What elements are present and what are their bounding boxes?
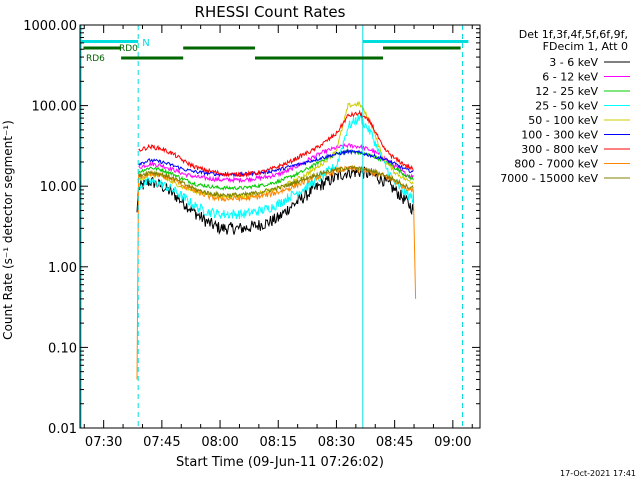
footer-timestamp: 17-Oct-2021 17:41 — [560, 469, 636, 478]
x-tick-label: 08:15 — [260, 435, 297, 450]
state-bar-rd0-0 — [83, 46, 122, 50]
y-tick-label: 0.01 — [48, 422, 77, 437]
state-bar-rd6-0 — [121, 56, 184, 60]
legend-entry-label: 50 - 100 keV — [528, 114, 598, 127]
state-bar-rd0-1 — [183, 46, 255, 50]
y-tick-label: 10.00 — [40, 180, 77, 195]
state-bar-rd6-1 — [254, 56, 384, 60]
series-line-7 — [136, 164, 417, 380]
x-tick-label: 07:45 — [143, 435, 180, 450]
plot-area: N RD0 RD6 — [80, 25, 469, 428]
state-label-rd6: RD6 — [86, 54, 105, 64]
plot-frame — [79, 24, 481, 429]
legend: Det 1f,3f,4f,5f,6f,9f,FDecim 1, Att 0 3 -… — [500, 28, 630, 185]
chart-title: RHESSI Count Rates — [195, 3, 346, 21]
series-line-0 — [136, 166, 414, 236]
marker-label-n: N — [142, 38, 149, 49]
y-axis-label: Count Rate (s⁻¹ detector segment⁻¹) — [1, 120, 15, 340]
y-tick-label: 100.00 — [32, 100, 78, 115]
series-line-3 — [138, 112, 414, 220]
legend-entry-label: 800 - 7000 keV — [514, 158, 598, 171]
x-tick-label: 09:00 — [434, 435, 471, 450]
x-tick-label: 08:00 — [201, 435, 238, 450]
legend-entry-label: 12 - 25 keV — [535, 85, 598, 98]
legend-header-line-2: FDecim 1, Att 0 — [543, 40, 628, 53]
x-tick-label: 08:30 — [318, 435, 355, 450]
axes: 07:30 07:45 08:00 08:15 08:30 08:45 09:00 0.01 0… — [23, 19, 481, 450]
x-axis-label: Start Time (09-Jun-11 07:26:02) — [176, 455, 384, 470]
legend-entry-label: 25 - 50 keV — [535, 100, 598, 113]
series-line-5 — [138, 148, 414, 178]
legend-entry-label: 6 - 12 keV — [542, 71, 598, 84]
series-line-6 — [138, 109, 414, 178]
legend-header-line-1: Det 1f,3f,4f,5f,6f,9f, — [519, 28, 628, 41]
series-line-8 — [138, 165, 414, 199]
x-tick-label: 08:45 — [376, 435, 413, 450]
legend-entry-label: 3 - 6 keV — [549, 56, 598, 69]
attenuator-bar-1 — [362, 40, 469, 43]
y-tick-label: 1000.00 — [23, 19, 77, 34]
x-tick-label: 07:30 — [85, 435, 122, 450]
series-line-1 — [138, 142, 414, 184]
y-tick-label: 1.00 — [48, 261, 77, 276]
attenuator-bar-0 — [80, 40, 139, 43]
state-bar-rd0-2 — [383, 46, 461, 50]
legend-entry-label: 300 - 800 keV — [521, 143, 598, 156]
legend-entry-label: 7000 - 15000 keV — [500, 172, 598, 185]
y-tick-label: 0.10 — [48, 341, 77, 356]
state-label-rd0: RD0 — [119, 44, 138, 54]
legend-entry-label: 100 - 300 keV — [521, 129, 598, 142]
